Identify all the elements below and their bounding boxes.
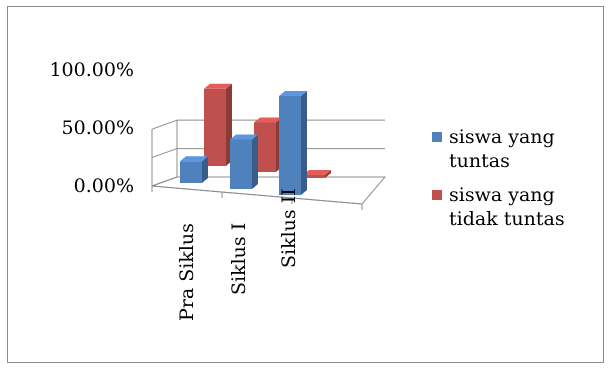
legend-label-tidak-tuntas-2: tidak tuntas	[449, 208, 565, 230]
bar-top-face	[254, 117, 282, 123]
bar-side-face	[325, 170, 331, 178]
bar-siswa-yang-tidak-tuntas-2	[303, 170, 331, 178]
bar-siswa-yang-tuntas-1	[230, 134, 258, 189]
x-axis-line	[151, 185, 363, 205]
legend-swatch-tuntas	[432, 132, 442, 142]
legend-label-tidak-tuntas-1: siswa yang	[449, 184, 555, 206]
bar-front-face	[254, 122, 276, 172]
bar-front-face	[204, 88, 226, 166]
x-axis-ticks: Pra Siklus Siklus I Siklus II	[176, 188, 300, 321]
bar-side-face	[202, 156, 208, 183]
bar-top-face	[180, 156, 208, 162]
bar-siswa-yang-tidak-tuntas-0	[204, 83, 232, 166]
bar-front-face	[303, 175, 325, 178]
bar-front-face	[180, 161, 202, 183]
y-axis-ticks: 0.00% 50.00% 100.00%	[49, 59, 134, 197]
y-tick-label-2: 100.00%	[49, 59, 134, 81]
bar-siswa-yang-tuntas-0	[180, 156, 208, 183]
legend-label-tuntas-2: tuntas	[449, 150, 510, 172]
bar-top-face	[230, 134, 258, 140]
bar-top-face	[303, 170, 331, 175]
x-tick-label-1: Siklus I	[228, 223, 250, 295]
gridline-side-2	[151, 119, 178, 130]
bars-group	[180, 83, 331, 195]
x-tick-label-0: Pra Siklus	[176, 223, 198, 321]
bar-siswa-yang-tidak-tuntas-1	[254, 117, 282, 172]
legend: siswa yang tuntas siswa yang tidak tunta…	[432, 125, 609, 241]
bar-top-face	[279, 91, 307, 96]
bar-front-face	[279, 96, 301, 195]
legend-label-tuntas-1: siswa yang	[449, 126, 555, 148]
y-tick-label-1: 50.00%	[62, 117, 134, 139]
legend-item-tidak-tuntas: siswa yang tidak tuntas	[432, 183, 609, 231]
gridline-side-1	[151, 148, 178, 159]
bar-top-face	[204, 83, 232, 89]
bar-siswa-yang-tuntas-2	[279, 91, 307, 195]
bar-side-face	[301, 91, 307, 195]
y-tick-label-0: 0.00%	[74, 175, 134, 197]
x-tick-label-2: Siklus II	[278, 188, 300, 268]
bar-side-face	[252, 134, 258, 189]
bar-front-face	[230, 139, 252, 189]
legend-swatch-tidak-tuntas	[432, 190, 442, 200]
legend-item-tuntas: siswa yang tuntas	[432, 125, 609, 173]
